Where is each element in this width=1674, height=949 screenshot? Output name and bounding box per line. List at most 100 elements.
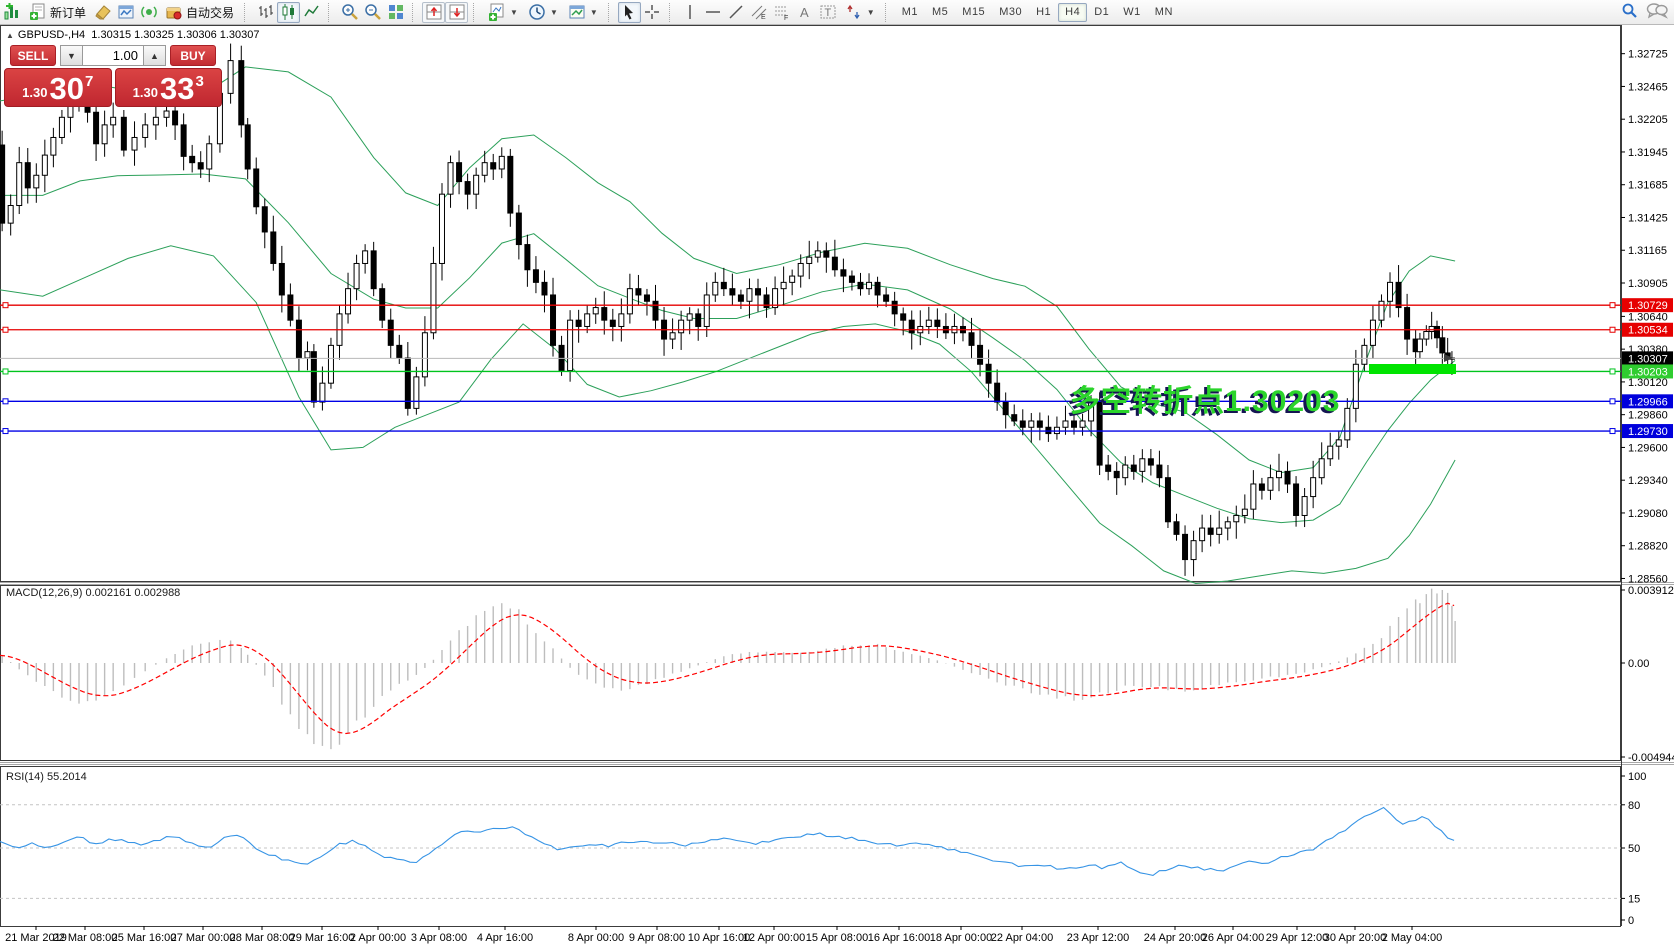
timeframe-clock-button[interactable]: ▼ xyxy=(523,2,563,23)
eraser-icon[interactable] xyxy=(91,2,114,23)
svg-text:-0.004944: -0.004944 xyxy=(1628,752,1674,764)
timeframe-button-w1[interactable]: W1 xyxy=(1123,6,1141,18)
volume-input[interactable] xyxy=(83,45,143,66)
svg-text:T: T xyxy=(825,7,832,19)
svg-text:100: 100 xyxy=(1628,771,1646,783)
macd-signal-line xyxy=(0,602,1455,735)
indicator-window-del-icon[interactable] xyxy=(445,1,469,23)
line-chart-icon[interactable] xyxy=(300,2,323,23)
symbol-ohlc-header: ▲ GBPUSD-,H4 1.30315 1.30325 1.30306 1.30… xyxy=(6,29,260,41)
toolbar-right xyxy=(1621,0,1669,25)
autotrade-button[interactable]: 自动交易 xyxy=(160,2,239,23)
equidistant-channel-tool[interactable]: E xyxy=(748,2,771,23)
chart-window-icon[interactable] xyxy=(114,2,137,23)
line-handle xyxy=(1609,428,1616,435)
text-label-tool[interactable]: T xyxy=(817,2,840,23)
chart-plus-icon[interactable] xyxy=(1,2,24,23)
timeframe-button-m1[interactable]: M1 xyxy=(901,6,918,18)
line-handle xyxy=(1609,368,1616,375)
toolbar-separator xyxy=(244,2,250,22)
crosshair-icon[interactable] xyxy=(641,2,664,23)
timeframe-button-m5[interactable]: M5 xyxy=(932,6,949,18)
sell-button[interactable]: SELL xyxy=(10,45,56,66)
rsi-pane xyxy=(0,766,1621,927)
highlight-rectangle[interactable] xyxy=(1369,364,1456,374)
last-price-pointer xyxy=(1444,354,1453,362)
tile-windows-icon[interactable] xyxy=(384,2,407,23)
svg-text:1.29860: 1.29860 xyxy=(1628,410,1668,422)
search-icon[interactable] xyxy=(1621,2,1638,24)
candlestick-chart-icon[interactable] xyxy=(277,1,301,23)
svg-text:1.31685: 1.31685 xyxy=(1628,180,1668,192)
rsi-line xyxy=(0,806,1455,876)
price-tag xyxy=(1622,322,1673,337)
svg-text:0: 0 xyxy=(1628,915,1634,927)
sell-price-prefix: 1.30 xyxy=(22,85,48,100)
bar-chart-icon[interactable] xyxy=(254,2,277,23)
trendline-tool[interactable] xyxy=(725,2,748,23)
buy-price-panel[interactable]: 1.30 33 3 xyxy=(114,68,222,107)
chart-template-button[interactable]: ▼ xyxy=(563,2,603,23)
svg-text:1.32465: 1.32465 xyxy=(1628,81,1668,93)
svg-text:0.003912: 0.003912 xyxy=(1628,585,1674,597)
zoom-out-icon[interactable] xyxy=(361,2,384,23)
chart-annotation-text[interactable]: 多空转折点1.30203 xyxy=(1070,385,1341,418)
svg-text:1.29730: 1.29730 xyxy=(1628,426,1668,438)
arrow-tools-button[interactable]: ▼ xyxy=(840,2,880,23)
svg-text:26 Apr 04:00: 26 Apr 04:00 xyxy=(1202,932,1264,944)
sell-price-panel[interactable]: 1.30 30 7 xyxy=(4,68,112,107)
symbol-timeframe: GBPUSD-,H4 xyxy=(17,29,86,41)
chat-icon[interactable] xyxy=(1646,2,1669,24)
timeframe-button-m30[interactable]: M30 xyxy=(999,6,1023,18)
price-tag xyxy=(1622,394,1673,409)
price-tag xyxy=(1622,364,1673,379)
svg-text:1.30729: 1.30729 xyxy=(1628,300,1668,312)
timeframe-button-d1[interactable]: D1 xyxy=(1094,6,1110,18)
svg-text:1.30120: 1.30120 xyxy=(1628,377,1668,389)
add-indicator-button[interactable]: ▼ xyxy=(483,2,523,23)
indicator-window-add-icon[interactable] xyxy=(422,1,446,23)
buy-button[interactable]: BUY xyxy=(170,45,216,66)
fibonacci-tool[interactable]: F xyxy=(771,2,794,23)
volume-decrease-button[interactable]: ▼ xyxy=(60,45,83,66)
new-order-button[interactable]: 新订单 xyxy=(24,2,91,23)
macd-histogram xyxy=(1,588,1456,750)
svg-text:27 Mar 00:00: 27 Mar 00:00 xyxy=(171,932,236,944)
svg-text:29 Mar 16:00: 29 Mar 16:00 xyxy=(290,932,355,944)
ohlc-values: 1.30315 1.30325 1.30306 1.30307 xyxy=(91,29,260,41)
rsi-label: RSI(14) 55.2014 xyxy=(6,771,87,783)
buy-price-big: 33 xyxy=(159,71,195,106)
svg-text:1.30534: 1.30534 xyxy=(1628,325,1668,337)
price-tag xyxy=(1622,351,1673,366)
cursor-icon[interactable] xyxy=(617,1,641,23)
line-handle xyxy=(2,368,9,375)
svg-text:1.29080: 1.29080 xyxy=(1628,508,1668,520)
zoom-in-icon[interactable] xyxy=(338,2,361,23)
svg-text:0.00: 0.00 xyxy=(1628,658,1649,670)
svg-text:1.28820: 1.28820 xyxy=(1628,541,1668,553)
toolbar-separator xyxy=(884,2,891,22)
timeframe-button-h4[interactable]: H4 xyxy=(1058,2,1088,22)
text-tool[interactable]: A xyxy=(794,2,817,23)
timeframe-button-m15[interactable]: M15 xyxy=(962,6,986,18)
horizontal-line-tool[interactable] xyxy=(702,2,725,23)
svg-text:1.32725: 1.32725 xyxy=(1628,49,1668,61)
new-order-label: 新订单 xyxy=(50,5,87,20)
svg-text:23 Apr 12:00: 23 Apr 12:00 xyxy=(1067,932,1129,944)
svg-text:F: F xyxy=(784,15,788,21)
vertical-line-tool[interactable] xyxy=(679,2,702,23)
trade-controls-row: SELL ▼ ▲ BUY xyxy=(4,45,222,66)
signal-icon[interactable] xyxy=(137,2,160,23)
line-handle xyxy=(2,326,9,333)
line-handle xyxy=(2,398,9,405)
timeframe-button-mn[interactable]: MN xyxy=(1154,6,1173,18)
autotrade-label: 自动交易 xyxy=(186,5,235,20)
collapse-panel-icon[interactable]: ▲ xyxy=(6,31,14,40)
volume-increase-button[interactable]: ▲ xyxy=(143,45,166,66)
svg-text:1.31425: 1.31425 xyxy=(1628,212,1668,224)
toolbar-separator xyxy=(473,2,479,22)
timeframe-button-h1[interactable]: H1 xyxy=(1036,6,1052,18)
